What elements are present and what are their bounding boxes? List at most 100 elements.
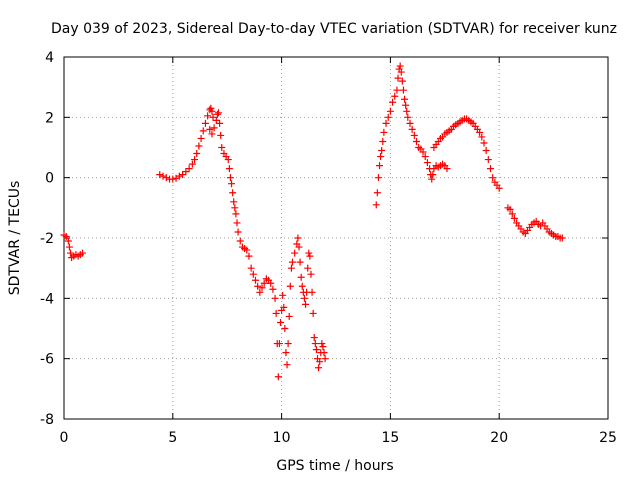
y-tick-label: 0 xyxy=(45,171,54,187)
data-point xyxy=(218,144,226,151)
data-point xyxy=(247,264,255,272)
data-point xyxy=(281,325,289,332)
data-point xyxy=(305,249,313,257)
data-point xyxy=(384,113,392,121)
data-point xyxy=(386,107,394,115)
data-point xyxy=(179,171,187,179)
x-tick-label: 25 xyxy=(599,430,617,446)
data-point xyxy=(495,184,503,192)
data-point xyxy=(291,249,299,257)
y-axis-label: SDTVAR / TECUs xyxy=(7,181,23,296)
y-tick-label: -2 xyxy=(40,231,54,247)
data-point xyxy=(65,243,73,251)
data-point xyxy=(298,282,306,290)
y-tick-label: 4 xyxy=(45,50,54,66)
data-point xyxy=(377,153,385,161)
data-point xyxy=(300,294,308,302)
data-point xyxy=(245,252,253,260)
data-point xyxy=(280,303,288,311)
data-point xyxy=(380,128,388,136)
data-point xyxy=(282,349,290,357)
data-point xyxy=(224,156,232,164)
data-point xyxy=(510,214,518,222)
data-point xyxy=(480,139,488,147)
data-point xyxy=(201,119,209,127)
data-point xyxy=(216,119,224,127)
y-tick-labels: -8 -6 -4 -2 0 2 4 xyxy=(40,50,54,428)
data-point xyxy=(243,246,251,254)
data-point xyxy=(175,172,183,180)
data-point xyxy=(267,279,275,287)
x-axis-label: GPS time / hours xyxy=(276,458,393,474)
data-point xyxy=(258,284,266,292)
data-point xyxy=(210,124,218,132)
data-point xyxy=(231,204,239,212)
data-point xyxy=(197,134,205,142)
y-tick-label: 2 xyxy=(45,110,54,126)
data-point xyxy=(67,249,75,257)
data-point xyxy=(307,270,315,278)
data-point xyxy=(476,128,484,136)
data-point xyxy=(287,264,295,272)
data-point xyxy=(236,237,244,245)
data-point xyxy=(508,210,516,218)
data-point xyxy=(419,148,427,156)
data-point xyxy=(403,107,411,115)
data-point xyxy=(78,249,86,257)
data-point xyxy=(410,131,418,139)
grid-lines xyxy=(64,57,608,419)
data-point xyxy=(413,137,421,145)
data-point xyxy=(272,309,280,317)
data-point xyxy=(217,131,225,139)
data-point xyxy=(309,309,317,317)
data-point xyxy=(295,243,303,251)
data-point xyxy=(306,252,314,260)
x-tick-label: 0 xyxy=(60,430,69,446)
data-point xyxy=(213,110,221,118)
data-point xyxy=(208,107,216,115)
data-point xyxy=(296,258,304,266)
data-point xyxy=(396,62,404,70)
data-point xyxy=(429,171,437,179)
data-point xyxy=(506,205,514,213)
data-point xyxy=(373,189,381,197)
data-point xyxy=(394,74,402,82)
data-point xyxy=(294,234,302,242)
data-point xyxy=(393,86,401,94)
data-point xyxy=(406,119,414,127)
y-tick-label: -8 xyxy=(40,412,54,428)
data-point xyxy=(378,147,386,155)
data-point xyxy=(318,340,326,348)
data-point xyxy=(398,77,406,85)
data-point xyxy=(315,364,323,372)
data-point xyxy=(478,133,486,141)
data-point xyxy=(286,282,294,290)
data-point xyxy=(297,273,305,281)
data-point xyxy=(382,119,390,127)
data-point xyxy=(251,276,259,284)
data-point xyxy=(421,153,429,161)
data-point xyxy=(260,279,268,287)
x-tick-label: 15 xyxy=(381,430,399,446)
axis-ticks xyxy=(63,56,609,420)
data-point xyxy=(169,175,177,183)
data-point xyxy=(284,340,292,348)
data-point xyxy=(271,294,279,302)
data-point xyxy=(408,125,416,133)
data-point xyxy=(319,343,327,351)
x-tick-labels: 0 5 10 15 20 25 xyxy=(60,430,617,446)
data-point xyxy=(316,358,324,366)
data-point xyxy=(195,142,203,150)
y-tick-label: -4 xyxy=(40,291,54,307)
data-point xyxy=(254,282,262,290)
data-point xyxy=(185,165,193,173)
data-point xyxy=(404,113,412,121)
data-point xyxy=(193,150,201,158)
chart-title: Day 039 of 2023, Sidereal Day-to-day VTE… xyxy=(51,21,617,37)
data-point xyxy=(230,198,238,206)
data-point xyxy=(256,288,264,296)
data-point xyxy=(212,116,220,124)
data-point xyxy=(308,288,316,296)
data-point xyxy=(482,147,490,155)
